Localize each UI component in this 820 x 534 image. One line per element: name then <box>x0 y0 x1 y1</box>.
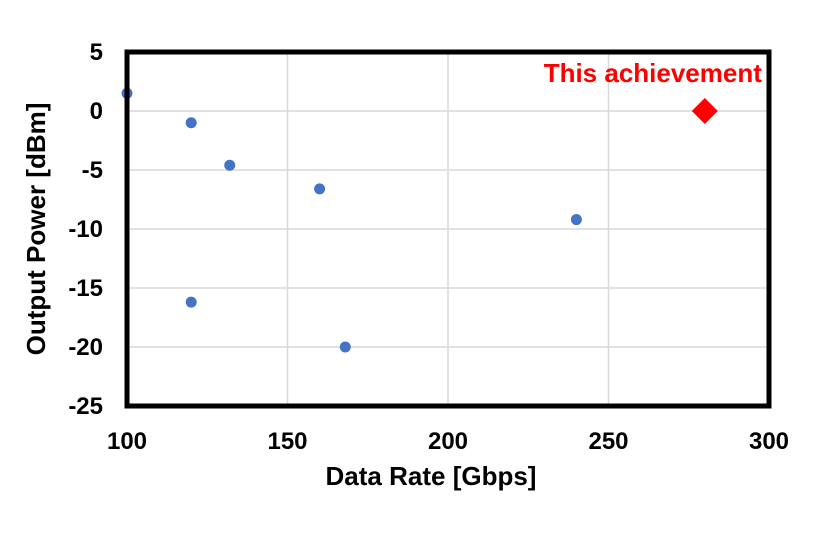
data-point <box>224 159 236 171</box>
x-tick-label: 150 <box>267 428 307 455</box>
y-axis-title: Output Power [dBm] <box>21 103 51 356</box>
data-points <box>121 87 718 353</box>
data-point-diamond <box>691 98 718 124</box>
plot-area-frame <box>124 49 772 409</box>
data-point <box>339 341 351 353</box>
annotation-this-achievement: This achievement <box>544 58 763 88</box>
data-point <box>314 183 326 195</box>
y-tick-label: 5 <box>90 39 103 66</box>
x-tick-label: 200 <box>428 428 468 455</box>
x-axis-title: Data Rate [Gbps] <box>326 461 537 491</box>
y-tick-label: -25 <box>68 393 103 420</box>
y-tick-label: -5 <box>82 157 103 184</box>
y-tick-label: -15 <box>68 275 103 302</box>
data-point <box>185 296 197 308</box>
y-tick-label: -20 <box>68 334 103 361</box>
x-tick-label: 300 <box>749 428 789 455</box>
x-axis-tick-labels: 100 150 200 250 300 <box>107 428 789 455</box>
x-tick-label: 100 <box>107 428 147 455</box>
data-point <box>570 214 582 226</box>
x-tick-label: 250 <box>588 428 628 455</box>
y-tick-label: -10 <box>68 216 103 243</box>
y-axis-tick-labels: 5 0 -5 -10 -15 -20 -25 <box>68 39 103 420</box>
y-tick-label: 0 <box>90 98 103 125</box>
grid-lines <box>126 51 770 407</box>
data-point <box>185 117 197 129</box>
